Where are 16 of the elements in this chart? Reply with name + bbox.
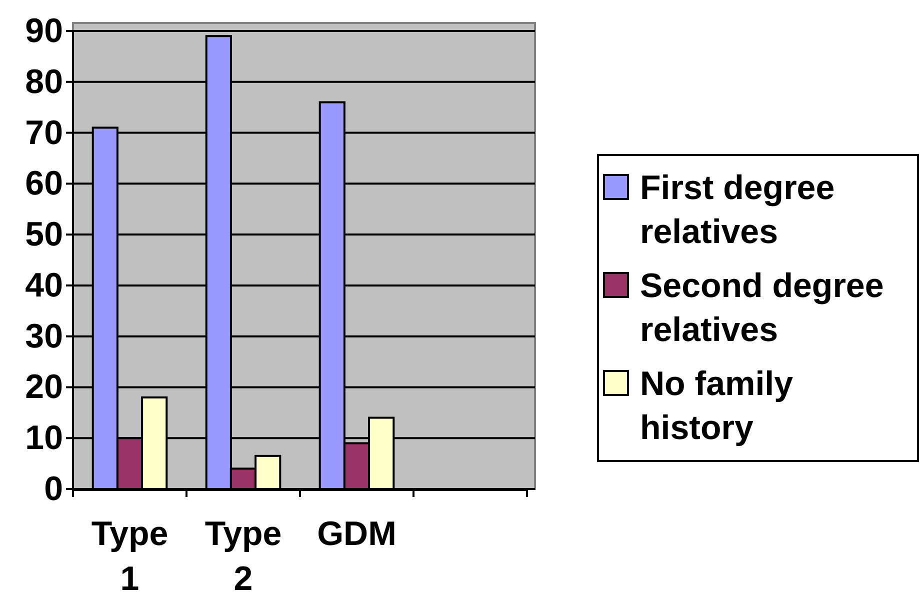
y-tick-label: 50	[25, 216, 63, 254]
y-tick-label: 60	[25, 164, 63, 203]
y-tick-label: 80	[25, 62, 63, 101]
y-tick-label: 40	[25, 266, 63, 304]
y-tick-label: 0	[44, 470, 63, 508]
y-tick-label: 20	[25, 368, 63, 406]
legend-label: First degree relatives	[640, 169, 835, 251]
x-tick-label: Type 1	[91, 515, 168, 593]
y-tick-label: 90	[25, 12, 63, 50]
x-tick-label: Type 2	[204, 515, 282, 593]
legend-label: Second degree relatives	[640, 267, 884, 349]
legend-label: No family history	[640, 365, 794, 447]
x-tick-label: GDM	[317, 515, 396, 553]
y-tick-label: 30	[25, 317, 63, 356]
y-tick-label: 70	[25, 114, 63, 152]
y-tick-label: 10	[25, 419, 63, 458]
